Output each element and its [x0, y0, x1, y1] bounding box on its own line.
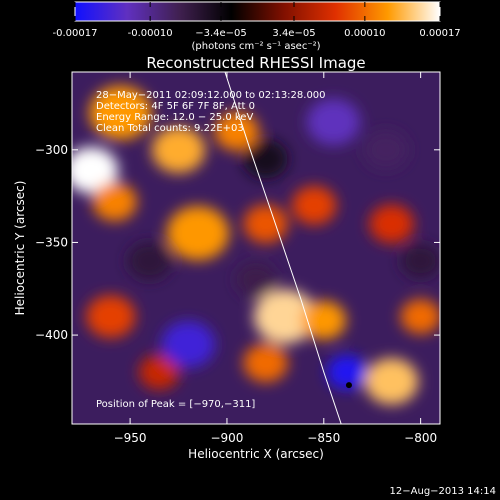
x-tick-label: −950 — [114, 431, 147, 445]
annotation-energy-range: Energy Range: 12.0 − 25.0 keV — [96, 112, 253, 123]
intensity-blob — [161, 321, 215, 368]
plot-frame — [71, 71, 441, 425]
x-tick-label: −800 — [404, 431, 437, 445]
intensity-blob — [253, 289, 317, 344]
intensity-blob — [400, 243, 440, 279]
intensity-blob — [243, 343, 288, 383]
annotation-clean-counts: Clean Total counts: 9.22E+03 — [96, 123, 244, 134]
x-tick-label: −850 — [307, 431, 340, 445]
intensity-blob — [363, 130, 409, 170]
chart-title: Reconstructed RHESSI Image — [146, 54, 365, 72]
intensity-blob — [301, 300, 347, 340]
solar-limb-curve — [224, 72, 342, 424]
annotation-detectors: Detectors: 4F 5F 6F 7F 8F, Att 0 — [96, 101, 255, 112]
colorbar-tick-label: -0.00010 — [128, 28, 173, 39]
intensity-blob — [92, 182, 137, 222]
intensity-blob — [166, 206, 230, 261]
annotation-time-range: 28−May−2011 02:09:12.000 to 02:13:28.000 — [96, 90, 326, 101]
intensity-blob — [326, 354, 368, 390]
colorbar-units: (photons cm⁻² s⁻¹ asec⁻²) — [191, 41, 320, 52]
heatmap-blobs — [72, 85, 440, 405]
peak-position-label: Position of Peak = [−970,−311] — [96, 399, 255, 410]
intensity-blob — [400, 299, 440, 334]
colorbar-tick-label: 3.4e−05 — [272, 28, 315, 39]
intensity-blob — [86, 295, 136, 338]
colorbar-tick-label: −3.4e−05 — [195, 28, 247, 39]
intensity-blob — [72, 146, 119, 194]
colorbar-tick-label: 0.00010 — [344, 28, 385, 39]
intensity-blob — [291, 186, 337, 225]
intensity-blob — [243, 139, 288, 179]
intensity-blob — [243, 204, 288, 244]
y-tick-label: −350 — [35, 235, 68, 249]
y-tick-label: −400 — [35, 328, 68, 342]
intensity-blob — [151, 126, 206, 174]
footer-timestamp: 12−Aug−2013 14:14 — [390, 486, 496, 497]
colorbar-ticks: -0.00017 -0.00010 −3.4e−05 3.4e−05 0.00010 0.… — [53, 2, 461, 39]
intensity-blob — [369, 204, 414, 244]
intensity-blob — [89, 85, 152, 140]
colorbar-tick-label: -0.00017 — [53, 28, 98, 39]
colorbar — [74, 1, 441, 22]
intensity-blob — [364, 358, 419, 405]
intensity-blob — [235, 262, 277, 297]
intensity-blob — [127, 241, 172, 281]
heatmap-area — [72, 72, 440, 424]
intensity-blob — [306, 98, 361, 146]
x-axis-label: Heliocentric X (arcsec) — [188, 447, 324, 461]
axis-ticks: −950 −900 −850 −800 −300 −350 −400 — [35, 72, 440, 445]
colorbar-tick-label: 0.00017 — [419, 28, 460, 39]
annotation-block: 28−May−2011 02:09:12.000 to 02:13:28.000… — [96, 90, 326, 134]
y-axis-label: Heliocentric Y (arcsec) — [13, 181, 27, 316]
intensity-blob — [139, 354, 180, 390]
y-tick-label: −300 — [35, 143, 68, 157]
peak-marker — [345, 382, 352, 389]
x-tick-label: −900 — [210, 431, 243, 445]
